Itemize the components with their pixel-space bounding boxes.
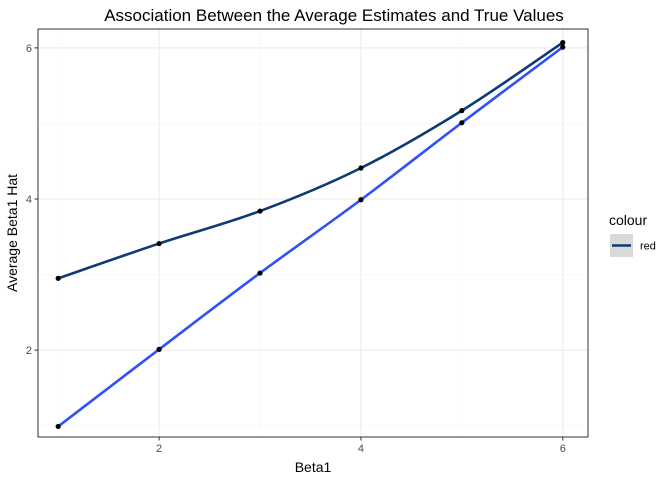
y-tick-label: 6 [26,43,32,55]
data-point [560,40,566,46]
legend-title: colour [609,212,647,228]
series-layer [56,41,565,428]
x-axis-title: Beta1 [295,459,332,475]
tick-layer: 2 4 6 2 4 6 [26,43,566,455]
y-tick-label: 4 [26,194,32,206]
data-point [156,346,162,352]
data-point [156,240,162,247]
series-line-2 [56,45,565,428]
panel-border [37,28,589,438]
chart-title: Association Between the Average Estimate… [104,6,564,25]
data-point [358,165,364,171]
data-point [459,108,465,114]
legend-label-red: red [640,241,656,253]
data-point [459,120,465,126]
data-point [257,208,263,214]
series-line-1 [56,41,565,280]
data-point [358,197,364,203]
data-point [55,423,61,430]
y-tick-label: 2 [26,345,32,357]
x-tick-label: 4 [358,443,364,455]
legend: colour red [609,212,656,257]
data-point [257,270,263,276]
point-layer [55,40,566,430]
data-point [560,44,566,50]
y-axis-title: Average Beta1 Hat [4,174,20,292]
data-point [55,275,61,281]
x-tick-label: 2 [156,443,162,455]
x-tick-label: 6 [560,443,566,455]
